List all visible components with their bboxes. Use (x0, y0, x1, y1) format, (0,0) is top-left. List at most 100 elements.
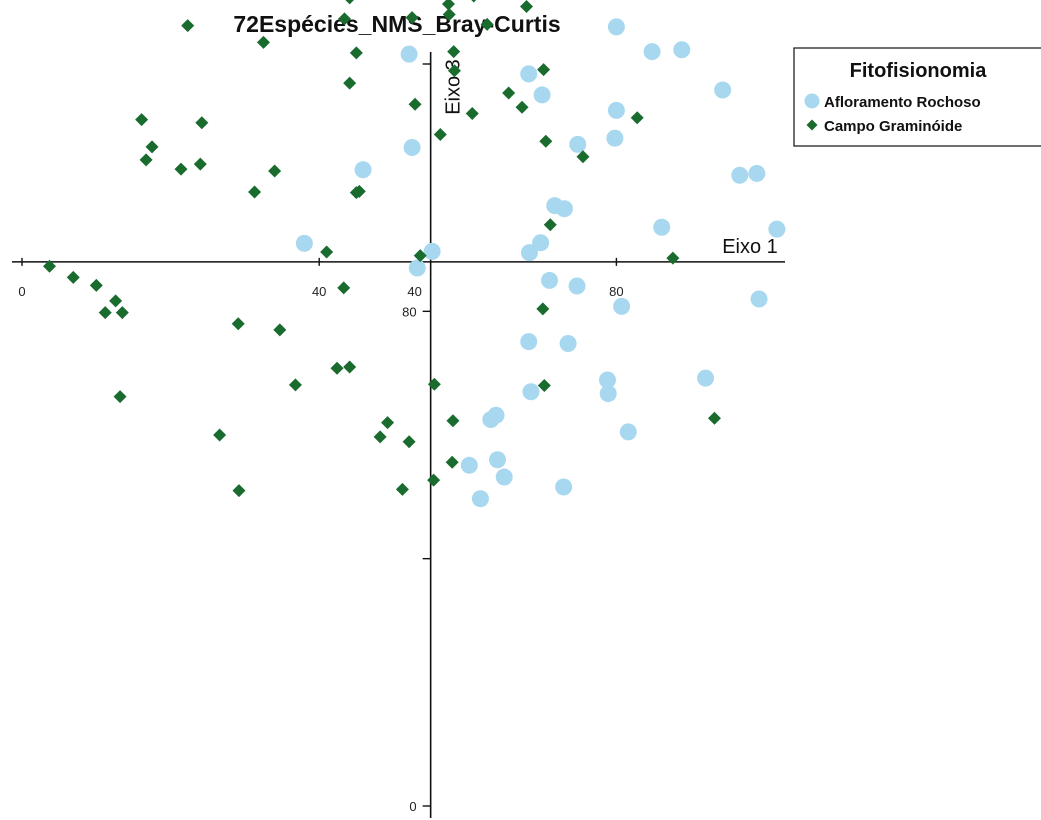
point-s0-38 (460, 456, 478, 474)
point-s0-39 (471, 490, 489, 508)
point-s1-39 (413, 249, 427, 263)
point-s1-32 (193, 157, 207, 171)
point-s1-53 (113, 390, 127, 404)
series-1 (42, 0, 721, 498)
point-s1-26 (195, 116, 209, 130)
point-s0-9 (400, 45, 418, 63)
point-s0-42 (423, 242, 441, 260)
point-s1-49 (273, 323, 287, 337)
point-s1-50 (231, 317, 245, 331)
point-s1-57 (373, 430, 387, 444)
point-s0-13 (403, 138, 421, 156)
point-s1-28 (145, 140, 159, 154)
point-s1-41 (42, 259, 56, 273)
point-s1-9 (337, 12, 351, 26)
x-tick-label-crossing: 40 (407, 284, 421, 299)
point-s1-46 (98, 306, 112, 320)
point-s1-5 (345, 0, 355, 5)
point-s1-29 (539, 134, 553, 148)
point-s1-17 (447, 64, 461, 78)
point-s0-36 (482, 411, 500, 429)
point-s0-41 (555, 478, 573, 496)
y-tick-label-0: 0 (409, 799, 416, 814)
point-s0-19 (653, 218, 671, 236)
point-s0-33 (522, 383, 540, 401)
point-s0-30 (598, 371, 616, 389)
point-s0-18 (555, 200, 573, 218)
point-s0-27 (750, 290, 768, 308)
point-s1-11 (441, 0, 455, 11)
point-s1-23 (515, 100, 529, 114)
legend-label-1: Campo Graminóide (824, 118, 962, 135)
point-s1-36 (248, 185, 262, 199)
legend-marker-0 (804, 93, 820, 109)
point-s0-37 (489, 451, 507, 469)
x-axis-label: Eixo 1 (722, 236, 778, 258)
point-s1-54 (288, 378, 302, 392)
point-s0-8 (607, 101, 625, 119)
point-s0-20 (768, 220, 786, 238)
point-s1-7 (519, 0, 533, 13)
point-s1-65 (537, 379, 551, 393)
legend-frame (793, 47, 1041, 147)
point-s1-48 (536, 302, 550, 316)
point-s0-11 (569, 135, 587, 153)
point-s1-40 (666, 251, 680, 265)
point-s1-8 (442, 8, 456, 22)
point-s1-15 (349, 46, 363, 60)
point-s0-12 (606, 129, 624, 147)
point-s1-62 (427, 473, 441, 487)
point-s1-37 (352, 184, 366, 198)
point-s0-7 (714, 81, 732, 99)
legend: Fitofisionomia Afloramento Rochoso Campo … (793, 47, 1041, 147)
point-s1-63 (381, 416, 395, 430)
point-s0-10 (533, 86, 551, 104)
point-s1-18 (537, 63, 551, 77)
point-s1-19 (343, 76, 357, 90)
chart-title: 72Espécies_NMS_Bray-Curtis (233, 11, 560, 37)
point-s0-28 (520, 333, 538, 351)
point-s0-3 (607, 18, 625, 36)
legend-marker-1 (806, 119, 818, 131)
x-tick-label-0: 0 (18, 284, 25, 299)
point-s1-52 (343, 360, 357, 374)
point-s1-25 (135, 113, 149, 127)
data-points (42, 0, 786, 508)
series-0 (295, 18, 786, 508)
point-s0-14 (354, 161, 372, 179)
point-s0-5 (673, 41, 691, 59)
x-tick-label-2: 80 (609, 284, 623, 299)
point-s1-66 (707, 411, 721, 425)
point-s1-22 (502, 86, 516, 100)
y-tick-label-2: 80 (402, 304, 416, 319)
point-s1-59 (445, 455, 459, 469)
point-s1-33 (174, 162, 188, 176)
point-s0-6 (520, 65, 538, 83)
point-s1-67 (543, 218, 557, 232)
point-s0-24 (541, 271, 559, 289)
legend-entries: Afloramento Rochoso Campo Graminóide (804, 93, 981, 135)
point-s1-38 (320, 245, 334, 259)
y-axis-label: Eixo 3 (443, 59, 465, 115)
point-s1-10 (405, 11, 419, 25)
point-s1-30 (576, 150, 590, 164)
point-s1-31 (139, 153, 153, 167)
point-s0-43 (408, 259, 426, 277)
point-s1-58 (402, 435, 416, 449)
point-s1-42 (66, 270, 80, 284)
point-s1-21 (465, 106, 479, 120)
point-s1-16 (447, 45, 461, 59)
point-s1-12 (480, 17, 494, 31)
point-s1-44 (337, 281, 351, 295)
point-s0-29 (559, 334, 577, 352)
point-s1-14 (256, 35, 270, 49)
point-s0-21 (295, 234, 313, 252)
point-s1-20 (408, 97, 422, 111)
point-s0-35 (619, 423, 637, 441)
point-s0-31 (599, 385, 617, 403)
point-s0-15 (731, 166, 749, 184)
point-s1-64 (213, 428, 227, 442)
point-s1-56 (446, 414, 460, 428)
point-s1-13 (181, 19, 195, 33)
point-s1-43 (89, 278, 103, 292)
